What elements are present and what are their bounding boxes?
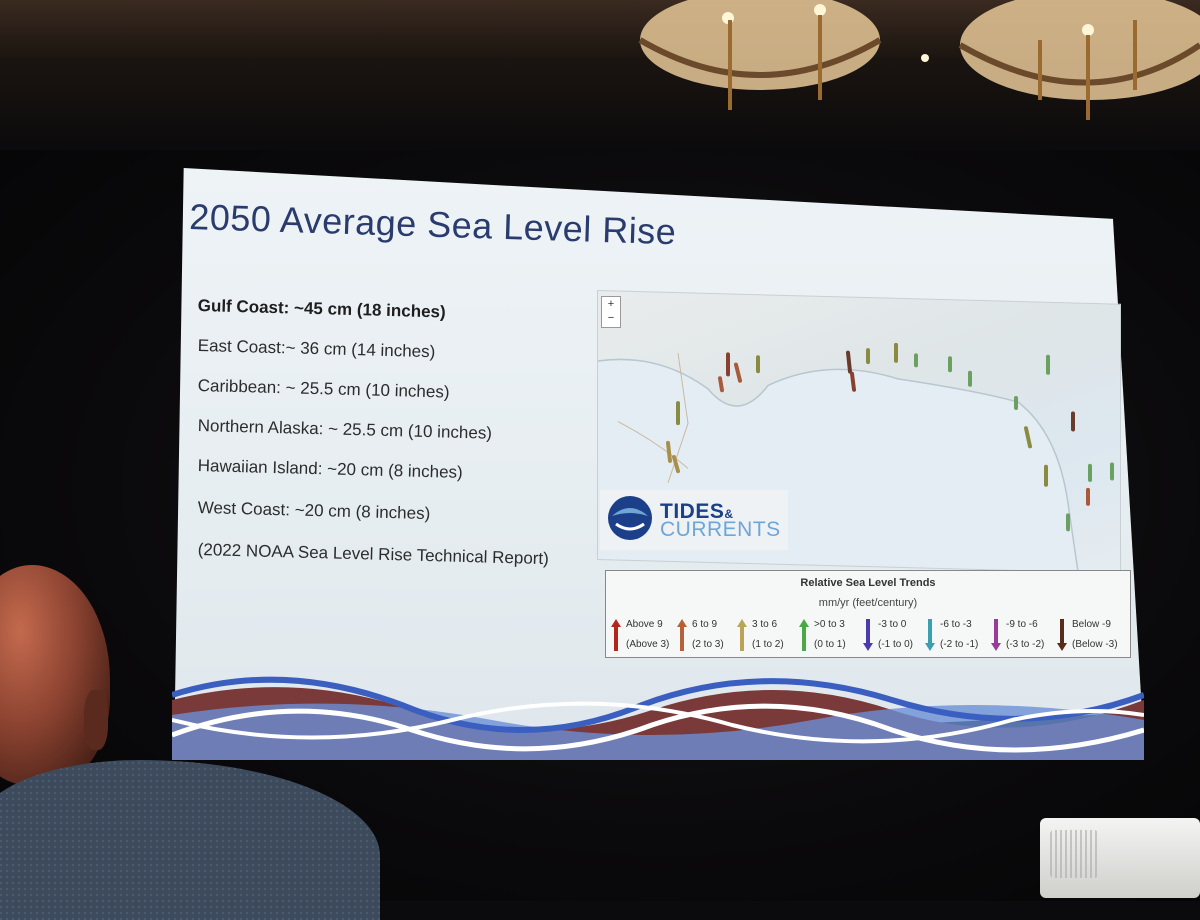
chandelier xyxy=(638,0,1200,120)
zoom-in-button[interactable]: + xyxy=(607,298,615,310)
noaa-logo-icon xyxy=(608,496,652,540)
legend-range-mm: Below -9 xyxy=(1072,619,1111,630)
legend-range-mm: -3 to 0 xyxy=(878,619,907,630)
down-arrow-icon xyxy=(925,619,935,651)
up-arrow-icon xyxy=(737,619,747,651)
up-arrow-icon xyxy=(799,619,809,651)
logo-tides-text: TIDES& xyxy=(660,500,734,523)
legend-range-feet: (0 to 1) xyxy=(814,639,846,650)
map-zoom-control[interactable]: + − xyxy=(601,296,621,328)
down-arrow-icon xyxy=(1057,619,1067,651)
sea-level-trend-legend: Relative Sea Level Trends mm/yr (feet/ce… xyxy=(605,570,1131,658)
projector-vent xyxy=(1050,830,1098,878)
legend-range-feet: (Above 3) xyxy=(626,639,670,650)
legend-range-feet: (-2 to -1) xyxy=(940,639,979,650)
legend-range-feet: (Below -3) xyxy=(1072,639,1118,650)
audience-member-ear xyxy=(84,690,108,750)
legend-range-feet: (1 to 2) xyxy=(752,639,784,650)
legend-range-feet: (-3 to -2) xyxy=(1006,639,1045,650)
zoom-out-button[interactable]: − xyxy=(607,312,615,324)
legend-range-mm: 3 to 6 xyxy=(752,619,778,630)
legend-range-mm: -6 to -3 xyxy=(940,619,972,630)
up-arrow-icon xyxy=(677,619,687,651)
down-arrow-icon xyxy=(863,619,873,651)
station-markers xyxy=(666,342,1114,532)
legend-units: mm/yr (feet/century) xyxy=(818,597,918,609)
legend-range-mm: 6 to 9 xyxy=(692,619,718,630)
decorative-wave-banner xyxy=(172,676,1144,760)
legend-title: Relative Sea Level Trends xyxy=(800,577,936,589)
legend-range-feet: (-1 to 0) xyxy=(878,639,914,650)
down-arrow-icon xyxy=(991,619,1001,651)
legend-range-feet: (2 to 3) xyxy=(692,639,724,650)
legend-range-mm: >0 to 3 xyxy=(814,619,845,630)
legend-range-mm: -9 to -6 xyxy=(1006,619,1038,630)
logo-currents-text: CURRENTS xyxy=(660,518,781,541)
legend-range-mm: Above 9 xyxy=(626,619,663,630)
up-arrow-icon xyxy=(611,619,621,651)
